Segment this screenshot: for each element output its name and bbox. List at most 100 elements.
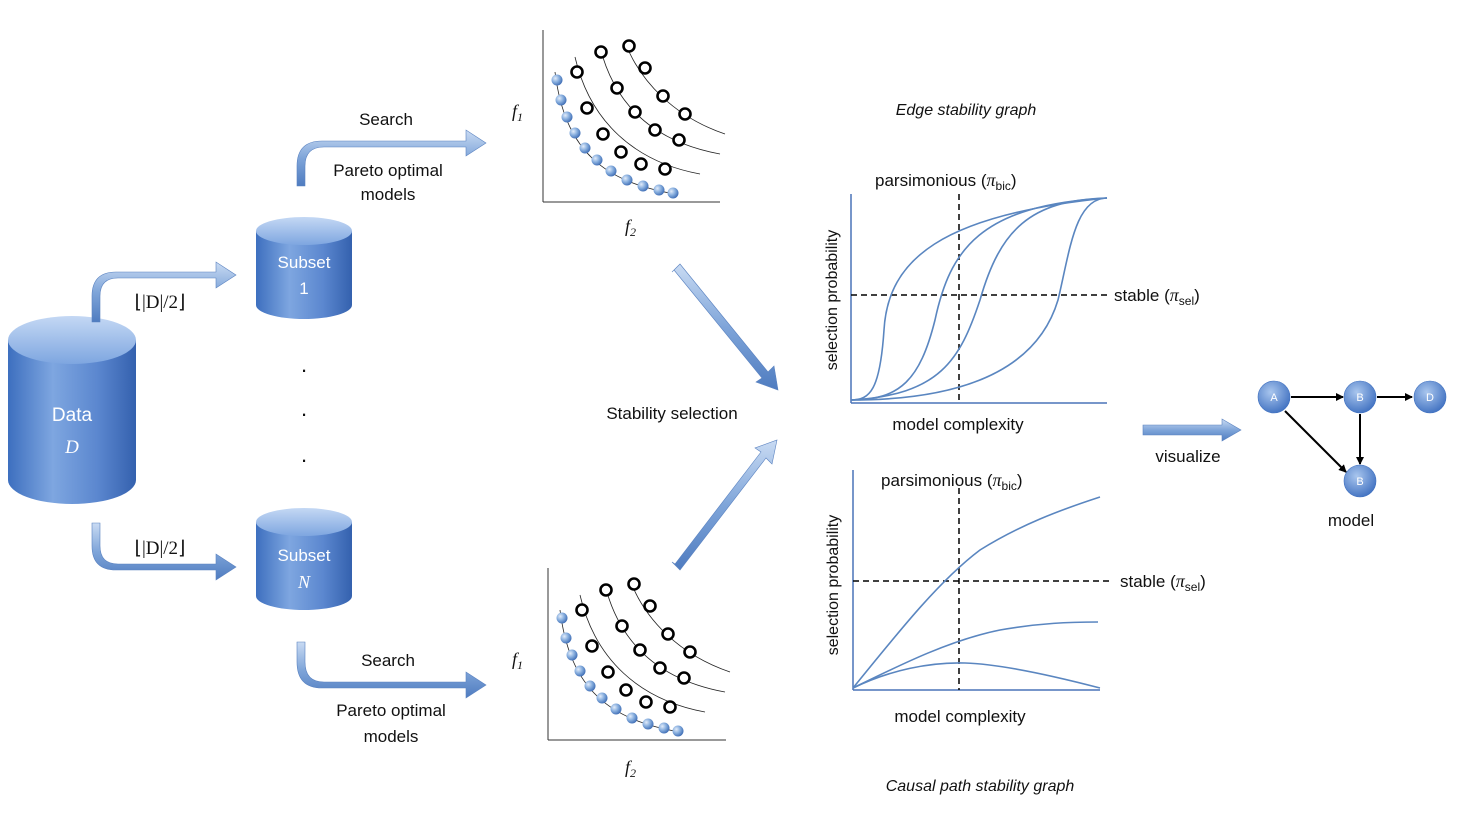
pareto-optimal-point (621, 174, 633, 186)
search-label-bottom: Search (361, 651, 415, 670)
path-graph-xlabel: model complexity (894, 707, 1026, 726)
dominated-point (658, 162, 672, 176)
dominated-point (601, 665, 615, 679)
pareto-label-bottom-2: models (364, 727, 419, 746)
pareto-optimal-point (667, 187, 679, 199)
svg-text:A: A (1270, 392, 1278, 404)
split-arrow-top (91, 261, 237, 323)
data-store-cylinder: Data D (8, 316, 136, 504)
dominated-point (619, 683, 633, 697)
dominated-point (575, 603, 589, 617)
pareto-optimal-point (605, 165, 617, 177)
dominated-point (672, 133, 686, 147)
dominated-point (661, 627, 675, 641)
edge-graph-title: Edge stability graph (896, 102, 1037, 119)
subset-n-cylinder: Subset N (256, 508, 352, 610)
subset-n-label: Subset (278, 546, 331, 565)
pareto-optimal-point (561, 111, 573, 123)
split-label-bottom: ⌊|D|/2⌋ (135, 538, 186, 559)
dominated-point (643, 599, 657, 613)
pareto-optimal-point (610, 703, 622, 715)
pareto-optimal-point (596, 692, 608, 704)
path-graph-stable-label: stable (πsel) (1120, 571, 1206, 594)
dominated-point (683, 645, 697, 659)
pareto-front-curve (574, 56, 701, 175)
dominated-point (653, 661, 667, 675)
pareto-plot-bottom (547, 568, 731, 741)
pareto-optimal-point (569, 127, 581, 139)
dominated-point (570, 65, 584, 79)
diagonal-arrow-down (671, 263, 779, 391)
search-arrow-top (296, 129, 487, 187)
edge-graph-stable-label: stable (πsel) (1114, 285, 1200, 308)
pareto-top-f2-axis: f2 (625, 216, 636, 239)
subset-1-label: Subset (278, 253, 331, 272)
model-graph: A B D B (1257, 380, 1447, 498)
diagonal-arrow-up (671, 439, 778, 571)
dominated-point (638, 61, 652, 75)
model-node-b-top: B (1343, 380, 1377, 414)
split-label-top: ⌊|D|/2⌋ (135, 292, 186, 313)
pareto-front-curve (629, 579, 731, 673)
model-label: model (1328, 511, 1374, 530)
pareto-optimal-point (637, 180, 649, 192)
dominated-point (594, 45, 608, 59)
svg-text:D: D (1426, 392, 1434, 404)
pareto-label-bottom-1: Pareto optimal (336, 701, 446, 720)
pareto-optimal-point (574, 665, 586, 677)
dominated-point (622, 39, 636, 53)
dominated-point (585, 639, 599, 653)
dominated-point (639, 695, 653, 709)
pareto-bottom-f1-axis: f1 (512, 649, 523, 672)
pareto-optimal-point (579, 142, 591, 154)
path-graph-parsimonious-label: parsimonious (πbic) (881, 470, 1023, 493)
subset-1-cylinder: Subset 1 (256, 217, 352, 319)
split-arrow-bottom (91, 522, 237, 581)
edge-graph-xlabel: model complexity (892, 415, 1024, 434)
model-node-b-bottom: B (1343, 464, 1377, 498)
dominated-point (663, 700, 677, 714)
pareto-plot-top (542, 30, 726, 203)
dominated-point (678, 107, 692, 121)
pareto-optimal-point (642, 718, 654, 730)
pareto-optimal-point (672, 725, 684, 737)
dominated-point (627, 577, 641, 591)
pareto-label-top-1: Pareto optimal (333, 161, 443, 180)
data-store-symbol: D (64, 437, 79, 458)
dominated-point (596, 127, 610, 141)
pareto-optimal-point (658, 722, 670, 734)
pareto-optimal-point (555, 94, 567, 106)
ellipsis-dot-1: . (301, 352, 307, 377)
visualize-label: visualize (1155, 447, 1220, 466)
ellipsis-dot-2: . (301, 396, 307, 421)
edge-graph-parsimonious-label: parsimonious (πbic) (875, 170, 1017, 193)
dominated-point (634, 157, 648, 171)
pareto-optimal-point (626, 712, 638, 724)
pareto-optimal-point (591, 154, 603, 166)
ellipsis-dot-3: . (301, 442, 307, 467)
pareto-optimal-point (584, 680, 596, 692)
edge-graph (850, 194, 1108, 404)
search-label-top: Search (359, 110, 413, 129)
stability-selection-label: Stability selection (606, 404, 737, 423)
dominated-point (610, 81, 624, 95)
dominated-point (633, 643, 647, 657)
pareto-optimal-point (551, 74, 563, 86)
search-arrow-bottom (296, 641, 487, 699)
dominated-point (614, 145, 628, 159)
svg-text:B: B (1356, 392, 1363, 404)
pareto-front-curve (579, 594, 706, 713)
path-graph (852, 470, 1110, 691)
pareto-optimal-point (560, 632, 572, 644)
subset-n-index: N (297, 572, 311, 592)
dominated-point (677, 671, 691, 685)
svg-text:B: B (1356, 476, 1363, 488)
model-node-d: D (1413, 380, 1447, 414)
dominated-point (628, 105, 642, 119)
pareto-bottom-f2-axis: f2 (625, 757, 636, 780)
dominated-point (580, 101, 594, 115)
path-graph-title: Causal path stability graph (886, 778, 1075, 795)
pareto-front-curve (604, 584, 726, 693)
dominated-point (599, 583, 613, 597)
